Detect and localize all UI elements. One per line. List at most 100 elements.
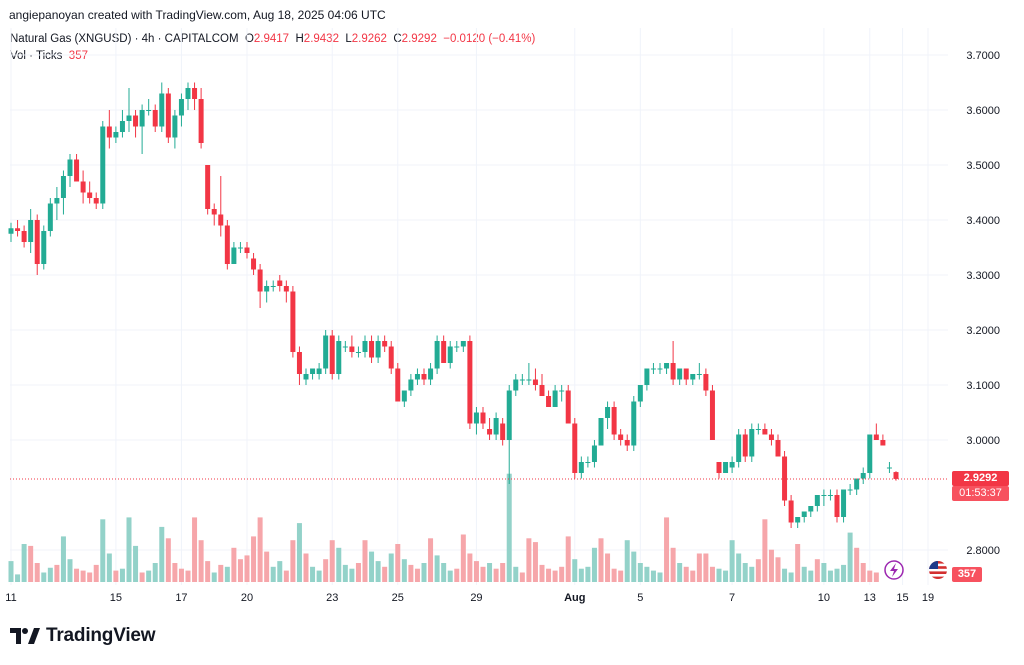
candle [349, 335, 355, 358]
candle-body [500, 423, 506, 440]
candle-body [185, 88, 191, 99]
candle-body [119, 121, 125, 132]
candle-body [74, 159, 80, 182]
candle-body [441, 341, 447, 363]
volume-bar [591, 547, 597, 582]
candle [382, 335, 388, 352]
volume-bar [290, 540, 296, 582]
candle-body [421, 374, 427, 380]
price-axis: 3.7000 3.6000 3.5000 3.4000 3.3000 3.2000 3.10… [966, 50, 1000, 557]
volume-bar [539, 564, 545, 582]
candle-body [277, 280, 283, 286]
volume-bar [113, 570, 119, 582]
candle [8, 222, 14, 242]
us-flag-icon[interactable] [929, 561, 947, 579]
volume-value: 357 [68, 50, 88, 62]
candle-body [755, 429, 761, 430]
candle-body [237, 247, 243, 249]
brand-name: TradingView [46, 625, 156, 646]
candle-body [264, 286, 270, 292]
candle [624, 434, 630, 451]
candle-body [591, 445, 597, 462]
candle-body [21, 231, 27, 242]
candle [795, 517, 801, 528]
tradingview-logo[interactable]: TradingView [10, 625, 156, 647]
candle-body [87, 192, 93, 198]
candle [270, 280, 276, 292]
candle-body [532, 379, 538, 385]
volume-bar [165, 538, 171, 582]
high-value: 2.9432 [303, 33, 339, 45]
candle [513, 374, 519, 396]
candle-body [880, 440, 886, 446]
price-tick-label: 3.4000 [966, 215, 1000, 227]
candle [552, 385, 558, 407]
candle [775, 434, 781, 457]
candle-body [146, 110, 152, 111]
candle-body [198, 99, 204, 143]
candle-body [546, 396, 552, 407]
candle [618, 429, 624, 446]
volume-bar [755, 559, 761, 582]
candle-body [611, 407, 617, 435]
volume-bar [34, 563, 40, 582]
volume-bar [631, 551, 637, 582]
candle-body [113, 132, 119, 138]
candle [650, 363, 656, 374]
candle-body [847, 489, 853, 491]
candle [559, 385, 565, 402]
candle [670, 341, 676, 385]
candle [414, 368, 420, 385]
time-tick-label: 19 [922, 592, 934, 604]
candle-body [677, 368, 683, 380]
candle-body [283, 286, 289, 292]
candle [460, 341, 466, 352]
candle-body [67, 159, 73, 176]
volume-bar [106, 553, 112, 582]
candle-body [336, 341, 342, 374]
candle [729, 456, 735, 473]
candle [709, 385, 715, 440]
candle [500, 418, 506, 446]
candle [467, 335, 473, 429]
candle-body [205, 165, 211, 209]
candle-body [795, 517, 801, 523]
candle [854, 478, 860, 495]
flash-icon[interactable] [884, 560, 904, 580]
volume-bar [867, 570, 873, 582]
candle-body [552, 390, 558, 407]
candle [880, 434, 886, 446]
candle [572, 418, 578, 479]
candle-body [814, 495, 820, 506]
candle [34, 214, 40, 275]
candle [801, 511, 807, 523]
volume-legend[interactable]: Vol · Ticks 357 [10, 50, 88, 62]
volume-bar [369, 551, 375, 582]
volume-bar [467, 553, 473, 582]
volume-bar [605, 553, 611, 582]
candle-body [467, 341, 473, 424]
price-tick-label: 3.5000 [966, 160, 1000, 172]
volume-bar [598, 538, 604, 582]
volume-bar [277, 561, 283, 582]
candle [487, 418, 493, 440]
candle [362, 335, 368, 358]
candle-body [447, 346, 453, 363]
volume-bar [559, 566, 565, 582]
volume-bar [650, 570, 656, 582]
candle [369, 335, 375, 363]
candle-body [152, 110, 158, 127]
candle-body [224, 225, 230, 264]
candle [113, 126, 119, 143]
candle-body [342, 346, 348, 348]
time-tick-label: 15 [896, 592, 908, 604]
candle [788, 495, 794, 528]
candle-body [139, 110, 145, 127]
candle [80, 170, 86, 204]
volume-bar [60, 536, 66, 582]
candle-body [519, 379, 525, 381]
volume-bar [821, 563, 827, 582]
candle-body [349, 346, 355, 352]
candle [231, 242, 237, 264]
